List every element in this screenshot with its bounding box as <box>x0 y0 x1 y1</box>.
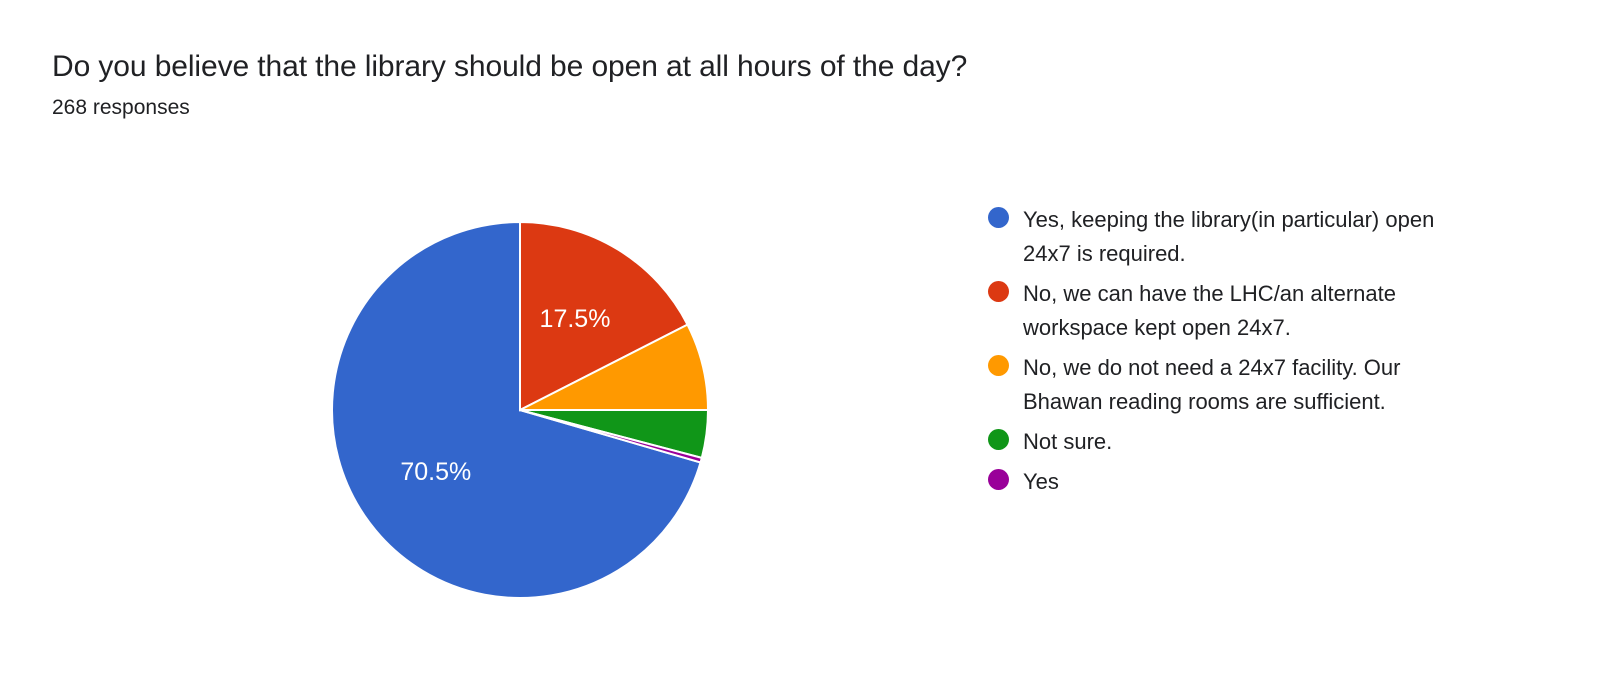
legend-item[interactable]: No, we can have the LHC/an alternate wor… <box>988 277 1528 345</box>
legend-color-swatch-icon <box>988 281 1009 302</box>
pie-slice-percent-label: 70.5% <box>400 458 471 486</box>
chart-legend: Yes, keeping the library(in particular) … <box>988 203 1528 505</box>
pie-chart: 70.5% 17.5% <box>300 190 740 630</box>
page-title: Do you believe that the library should b… <box>52 50 968 83</box>
legend-color-swatch-icon <box>988 355 1009 376</box>
pie-slice[interactable] <box>519 220 689 412</box>
pie-chart-svg: 70.5% 17.5% <box>331 220 710 599</box>
pie-slice-group <box>331 220 710 599</box>
pie-slice[interactable] <box>331 220 702 599</box>
legend-item-label: Yes, keeping the library(in particular) … <box>1023 207 1435 266</box>
legend-color-swatch-icon <box>988 429 1009 450</box>
pie-slice-percent-label: 17.5% <box>540 305 611 333</box>
response-count: 268 responses <box>52 96 190 119</box>
legend-item[interactable]: Not sure. <box>988 425 1528 459</box>
chart-header: Do you believe that the library should b… <box>52 48 1352 121</box>
legend-color-swatch-icon <box>988 469 1009 490</box>
legend-item[interactable]: Yes <box>988 465 1528 499</box>
legend-color-swatch-icon <box>988 207 1009 228</box>
legend-item[interactable]: No, we do not need a 24x7 facility. Our … <box>988 351 1528 419</box>
legend-item[interactable]: Yes, keeping the library(in particular) … <box>988 203 1528 271</box>
legend-item-label: Not sure. <box>1023 429 1113 454</box>
legend-item-label: No, we can have the LHC/an alternate wor… <box>1023 281 1397 340</box>
pie-slice[interactable] <box>519 409 704 464</box>
pie-label-group: 70.5% 17.5% <box>400 305 610 486</box>
legend-item-label: Yes <box>1023 469 1059 494</box>
plot-area: 70.5% 17.5% Yes, keeping the library(in p… <box>0 150 1600 670</box>
legend-item-label: No, we do not need a 24x7 facility. Our … <box>1023 355 1401 414</box>
